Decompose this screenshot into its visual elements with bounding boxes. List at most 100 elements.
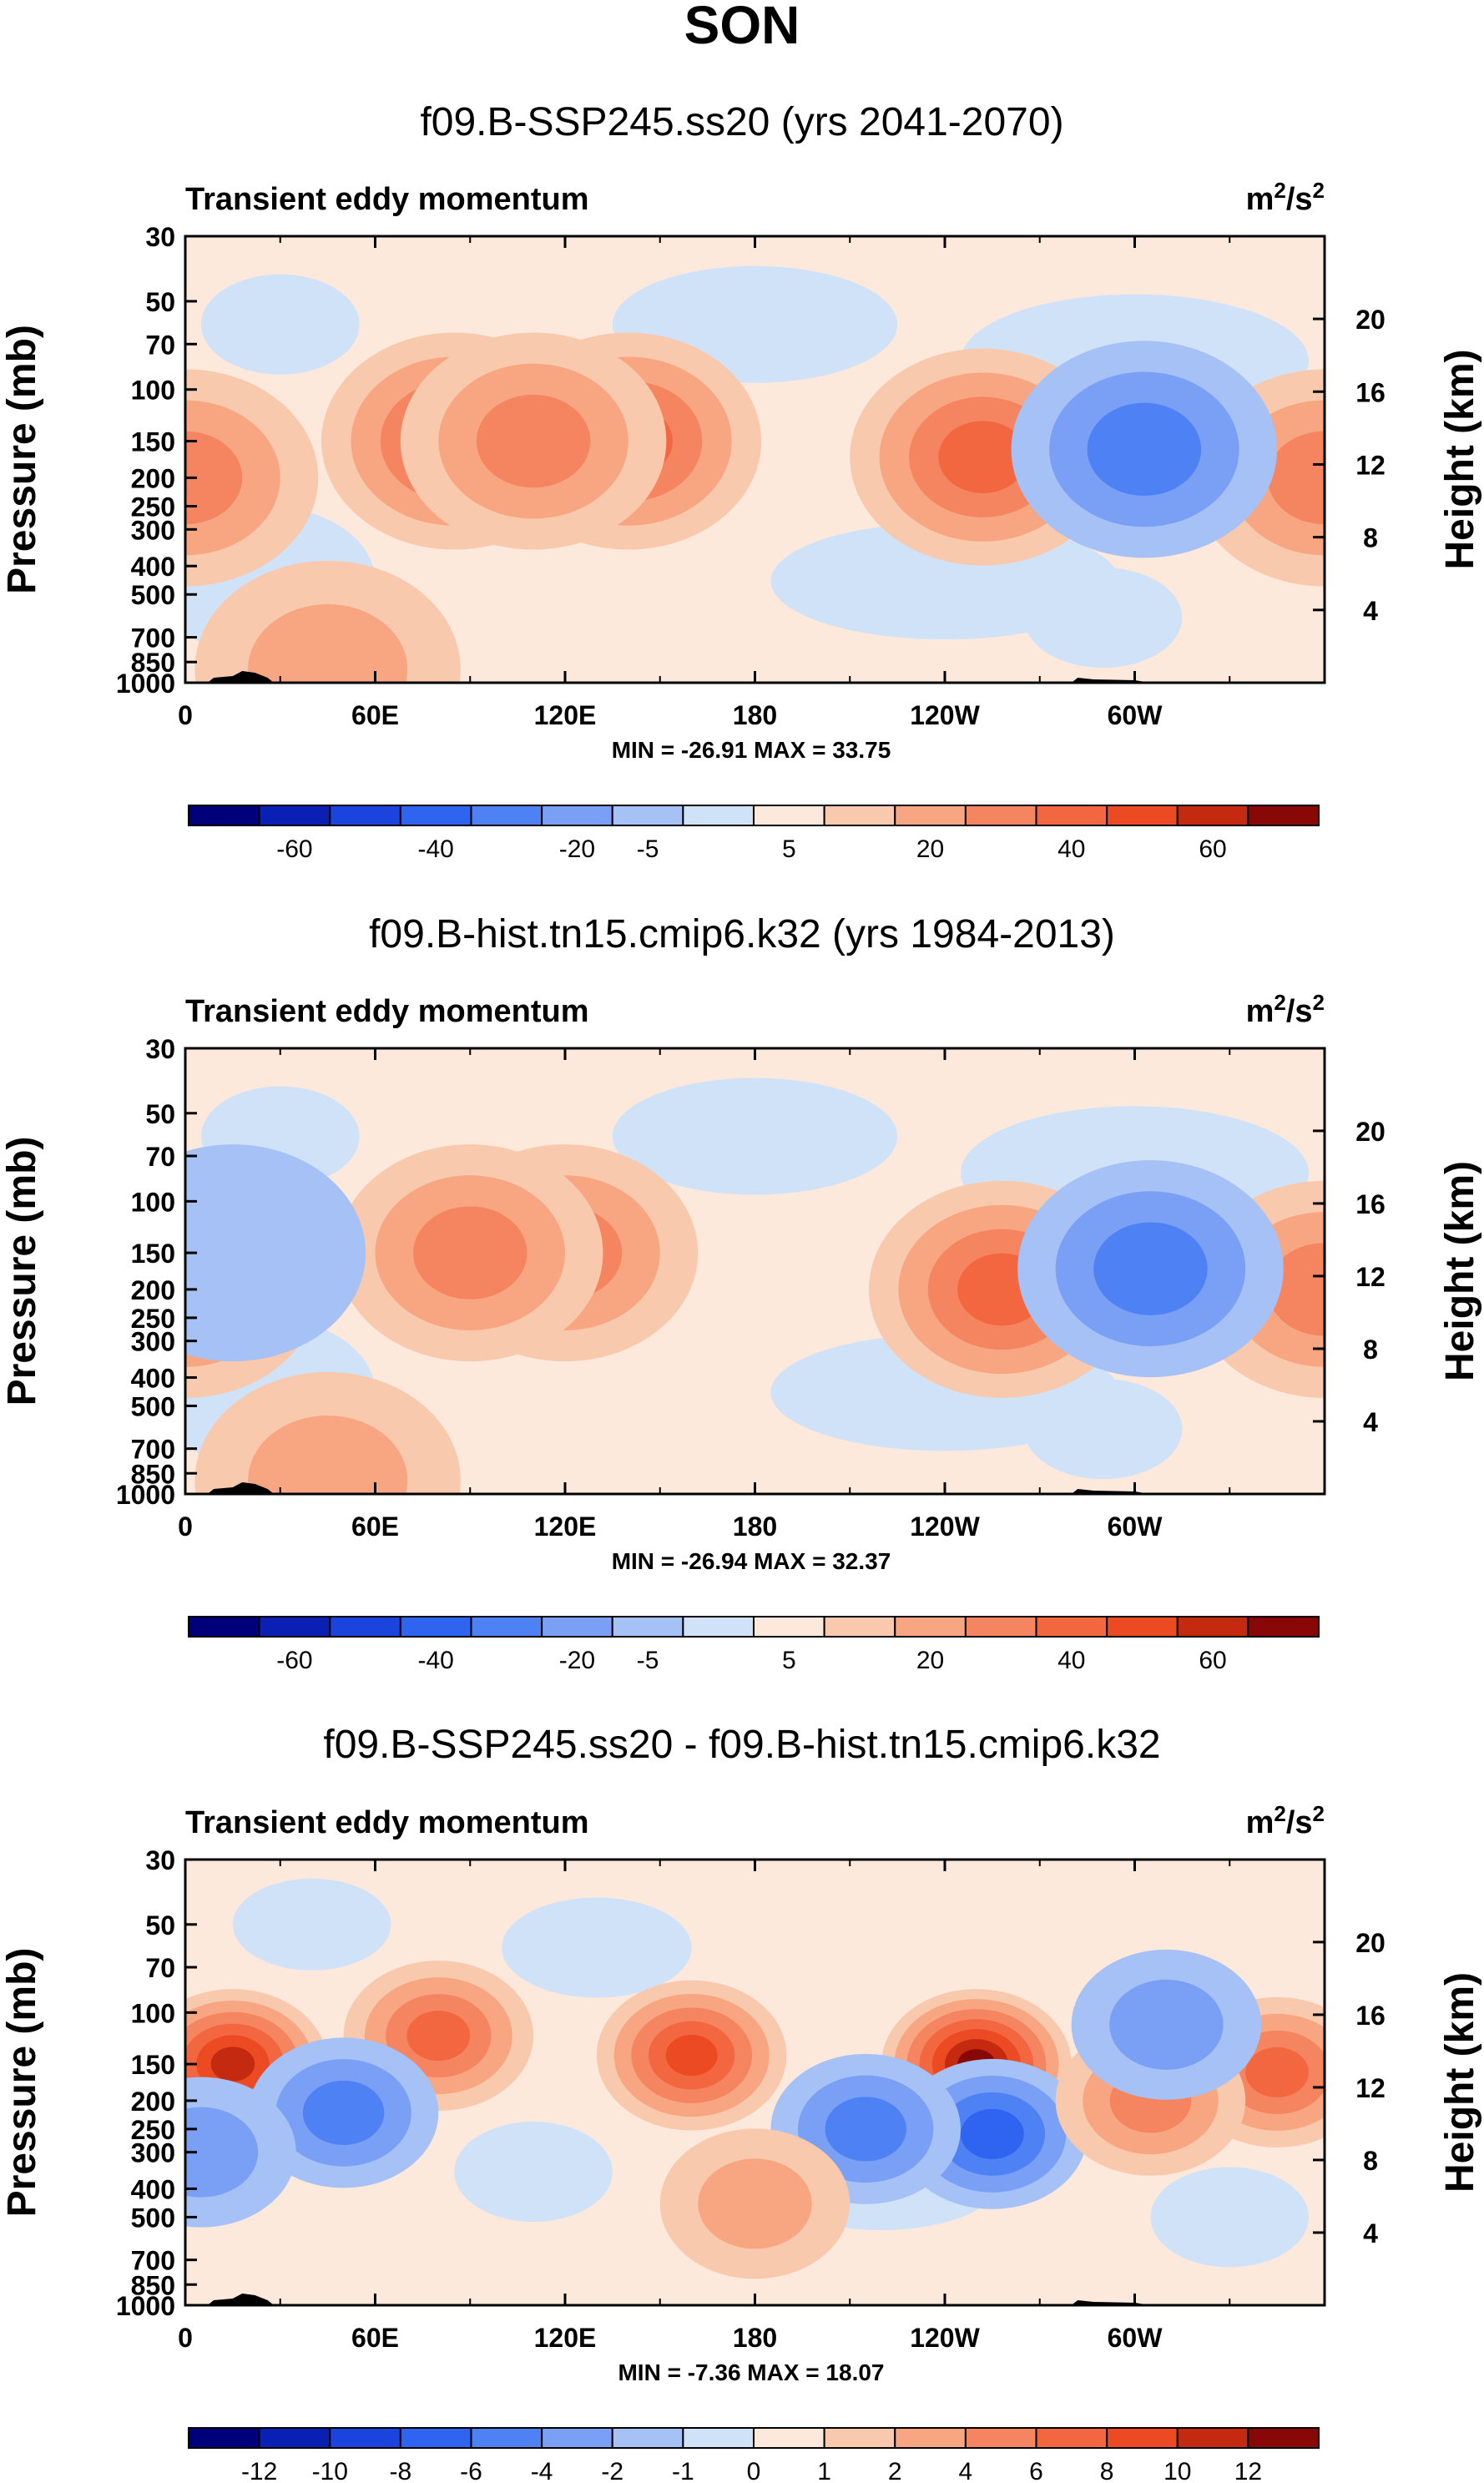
y-tick-label: 1000 [116,669,175,699]
units-base: m [1246,1805,1275,1840]
units-sup: 2 [1274,178,1285,203]
contour-patch [1023,568,1183,669]
contour-feature [1093,1222,1208,1315]
x-tick-label: 120E [534,2323,597,2353]
colorbar-box [188,805,260,826]
contour-field [185,1860,1325,2305]
contour-feature [185,1144,366,1362]
colorbar-box [329,805,401,826]
contour-feature [1087,402,1202,497]
colorbar-label: -5 [637,835,659,863]
colorbar-box [1035,1616,1108,1638]
right-tick-label: 12 [1355,2073,1386,2103]
contour-feature [210,2046,255,2082]
colorbar-box [188,1616,260,1638]
panel-left-label: Transient eddy momentum [185,994,589,1029]
contour-field [185,236,1325,683]
colorbar-label: -1 [672,2458,694,2483]
y-tick-label: 50 [145,287,175,317]
colorbar-box [753,805,825,826]
contour-feature [960,2108,1024,2159]
colorbar-box [399,2427,472,2449]
x-tick-label: 180 [733,1512,777,1542]
right-tick-label: 8 [1363,523,1378,553]
y-tick-label: 30 [145,1845,175,1875]
colorbar-label: -6 [460,2458,482,2483]
contour-feature [248,603,408,683]
right-tick-label: 16 [1355,377,1386,407]
y-axis-label: Pressure (mb) [0,1948,44,2218]
colorbar-box [753,2427,825,2449]
panel-left-label: Transient eddy momentum [185,1805,589,1840]
colorbar-box [399,805,472,826]
contour-patch [232,1878,391,1971]
x-tick-label: 60E [351,1512,399,1542]
colorbar-box [611,1616,684,1638]
y-tick-label: 300 [131,1327,175,1357]
colorbar-box [1035,2427,1108,2449]
colorbar-box [823,805,896,826]
y-tick-label: 500 [131,2203,175,2233]
chart-panel-3: f09.B-SSP245.ss20 - f09.B-hist.tn15.cmip… [0,1723,1482,2483]
panel-title: f09.B-SSP245.ss20 - f09.B-hist.tn15.cmip… [323,1723,1160,1767]
units-sup: 2 [1313,178,1325,203]
contour-patch [612,1077,898,1195]
units-sup: 2 [1274,990,1285,1015]
y-tick-label: 700 [131,623,175,654]
right-tick-label: 12 [1355,450,1386,480]
colorbar-box [894,2427,967,2449]
contour-patch [502,1897,692,1998]
minmax-label: MIN = -26.91 MAX = 33.75 [612,737,891,763]
y-tick-label: 700 [131,1435,175,1465]
chart-panel-2: f09.B-hist.tn15.cmip6.k32 (yrs 1984-2013… [0,912,1482,1674]
colorbar-label: 0 [747,2458,761,2483]
y-tick-label: 70 [145,1142,175,1172]
colorbar-box [964,1616,1037,1638]
y-tick-label: 850 [131,2270,175,2300]
colorbar-label: 8 [1100,2458,1114,2483]
y-axis-label: Pressure (mb) [0,1137,44,1406]
colorbar-box [611,2427,684,2449]
y-tick-label: 500 [131,1391,175,1421]
panel-left-label: Transient eddy momentum [185,182,589,217]
y-tick-label: 150 [131,1239,175,1269]
colorbar-label: -8 [390,2458,412,2483]
y-tick-label: 250 [131,1304,175,1334]
right-tick-label: 8 [1363,2146,1378,2176]
colorbar-box [541,805,613,826]
y-tick-label: 700 [131,2246,175,2276]
colorbar-box [1106,2427,1179,2449]
colorbar-box [258,805,331,826]
colorbar-box [1106,1616,1179,1638]
colorbar-label: -60 [276,1647,312,1674]
colorbar-box [682,2427,755,2449]
colorbar-box [470,2427,543,2449]
contour-feature [476,394,591,488]
right-tick-label: 4 [1363,2218,1378,2248]
contour-feature [1245,2046,1310,2097]
right-tick-label: 20 [1355,1117,1386,1147]
x-tick-label: 0 [178,2323,193,2353]
panel-title: f09.B-hist.tn15.cmip6.k32 (yrs 1984-2013… [369,912,1115,956]
y-tick-label: 400 [131,2174,175,2204]
colorbar-label: -40 [418,1647,454,1674]
y-tick-label: 1000 [116,2291,175,2321]
colorbar-label: 40 [1057,835,1085,863]
colorbar-label: 20 [916,835,944,863]
colorbar-label: 5 [782,835,796,863]
right-tick-label: 12 [1355,1262,1386,1292]
colorbar-box [682,1616,755,1638]
y-tick-label: 300 [131,515,175,545]
right-tick-label: 4 [1363,1407,1378,1437]
x-tick-label: 60E [351,2323,399,2353]
colorbar-box [541,1616,613,1638]
y-tick-label: 150 [131,2050,175,2080]
x-tick-label: 60E [351,700,399,730]
contour-feature [406,2011,471,2062]
colorbar-label: 60 [1199,1647,1226,1674]
y-tick-label: 1000 [116,1480,175,1510]
y-tick-label: 200 [131,1275,175,1305]
colorbar-box [258,2427,331,2449]
y-tick-label: 300 [131,2138,175,2168]
